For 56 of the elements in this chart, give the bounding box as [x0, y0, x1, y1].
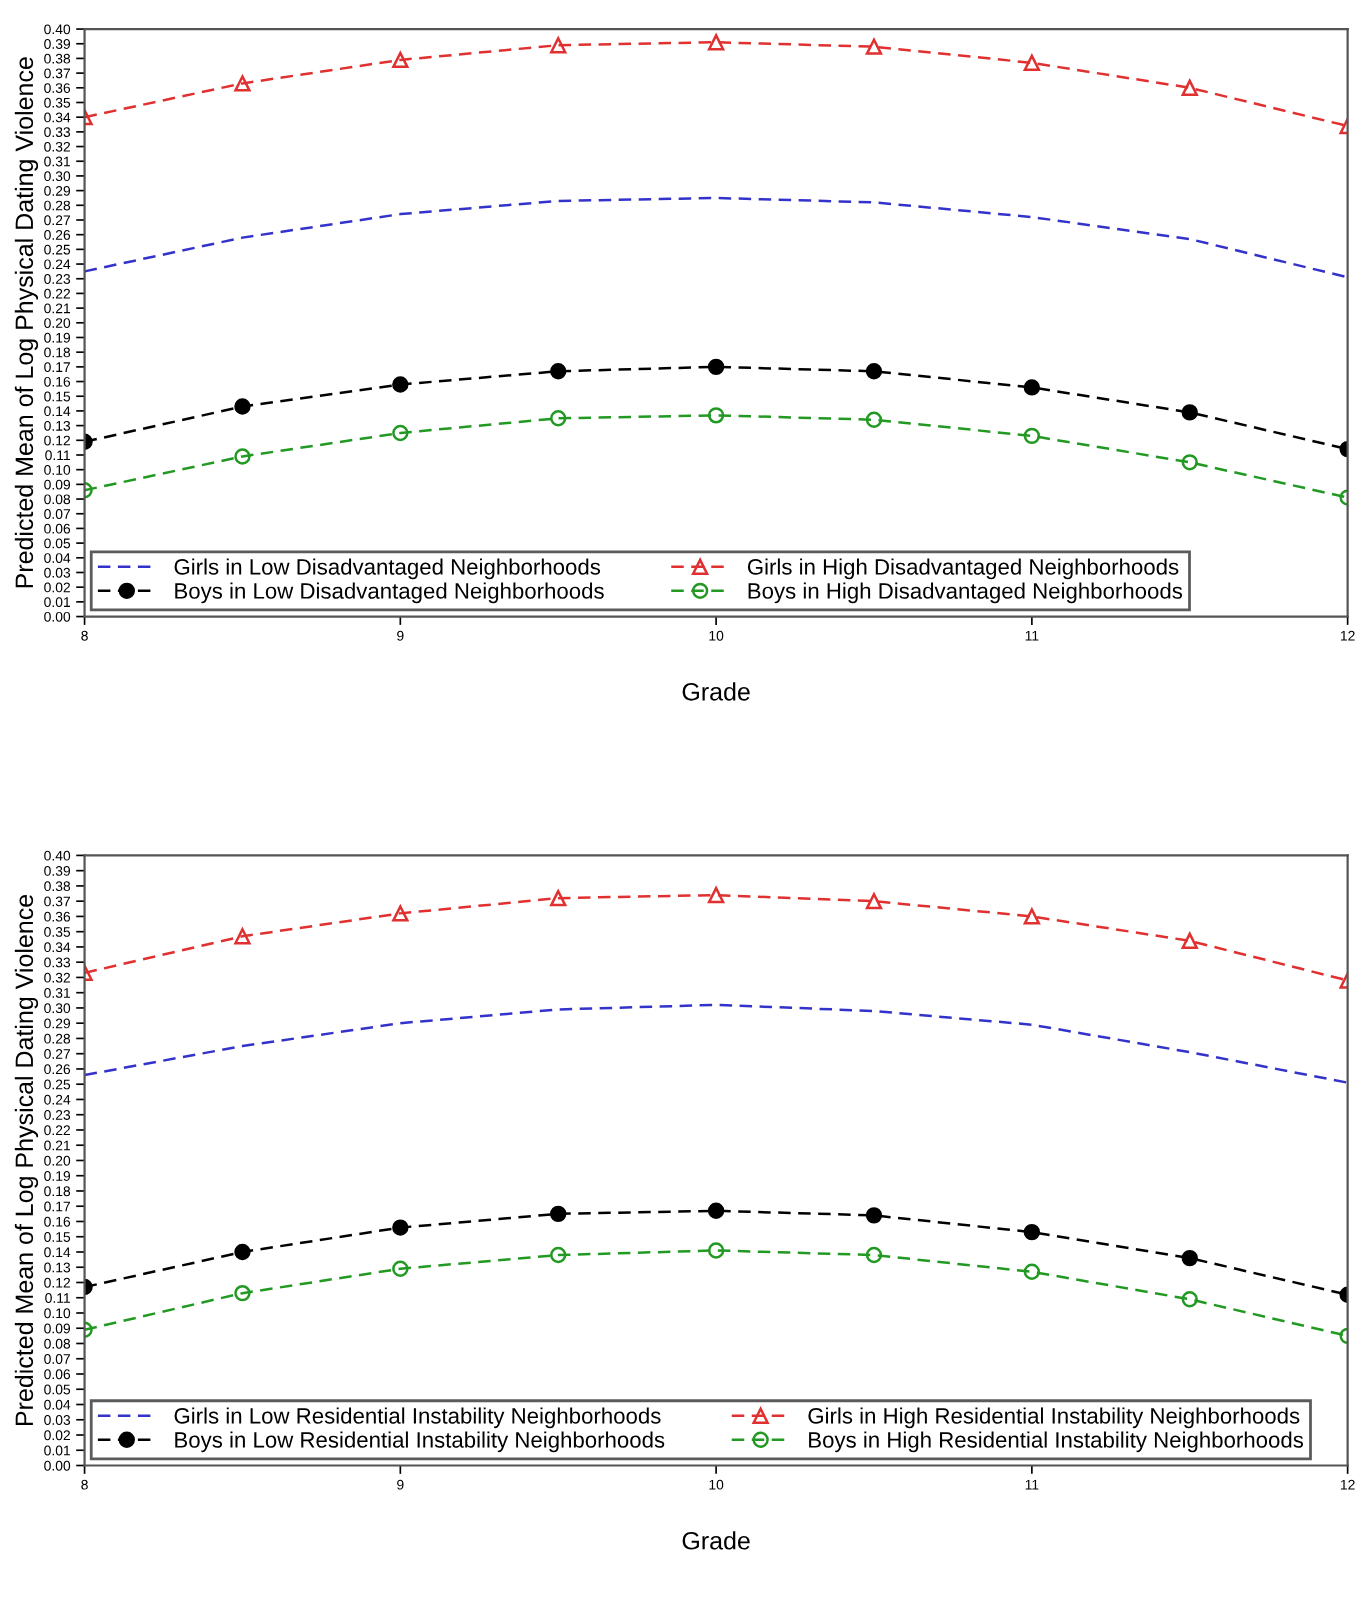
point [1023, 427, 1041, 445]
legend-label: Girls in High Disadvantaged Neighborhoods [747, 558, 1179, 580]
point [865, 1246, 883, 1264]
point [392, 51, 409, 69]
point [1023, 54, 1041, 72]
point [865, 1207, 883, 1224]
point [1181, 932, 1198, 950]
point [550, 889, 567, 907]
x-axis-title: Grade [682, 1531, 750, 1550]
point [865, 892, 883, 910]
point [1181, 1249, 1198, 1267]
point [707, 886, 725, 904]
point [1181, 404, 1198, 421]
legend-label: Girls in High Residential Instability Neighborhoods [808, 1407, 1300, 1429]
point [1181, 1291, 1198, 1308]
y-axis-title: Predicted Mean of Log Physical Dating Violence [14, 894, 39, 1425]
point [865, 363, 883, 380]
point [707, 358, 725, 376]
legend-label: Girls in Low Residential Instability Neighborhoods [174, 1407, 661, 1429]
point [1023, 1263, 1041, 1280]
point [392, 905, 409, 922]
point [234, 448, 251, 465]
x-axis-title: Grade [682, 682, 750, 701]
point [1023, 908, 1041, 925]
line-series [84, 196, 1348, 279]
point [392, 376, 409, 393]
point [1023, 1223, 1041, 1241]
legend-label: Boys in High Residential Instability Neighborhoods [809, 1431, 1304, 1453]
point [550, 37, 567, 54]
point [865, 411, 883, 428]
point [707, 1242, 725, 1259]
legend-label: Boys in High Disadvantaged Neighborhoods [748, 582, 1183, 604]
point [234, 398, 251, 415]
y-axis-title: Predicted Mean of Log Physical Dating Violence [14, 57, 39, 588]
legend-label: Girls in Low Disadvantaged Neighborhoods [174, 558, 601, 580]
point [707, 407, 725, 424]
point [234, 1243, 251, 1261]
point [550, 363, 567, 380]
point [550, 410, 567, 427]
point [392, 1260, 409, 1277]
legend-label: Boys in Low Disadvantaged Neighborhoods [175, 582, 604, 604]
line-series [84, 1003, 1348, 1084]
point [1023, 379, 1041, 396]
point [392, 1219, 409, 1236]
point [1181, 454, 1198, 471]
point [707, 34, 725, 51]
point [707, 1202, 725, 1219]
point [234, 928, 251, 945]
legend-label: Boys in Low Residential Instability Neighborhoods [175, 1431, 665, 1453]
point [234, 1284, 251, 1302]
point [865, 38, 883, 55]
point [1181, 79, 1198, 96]
point [234, 75, 251, 92]
point [550, 1205, 567, 1223]
point [392, 424, 409, 442]
point [550, 1246, 567, 1264]
